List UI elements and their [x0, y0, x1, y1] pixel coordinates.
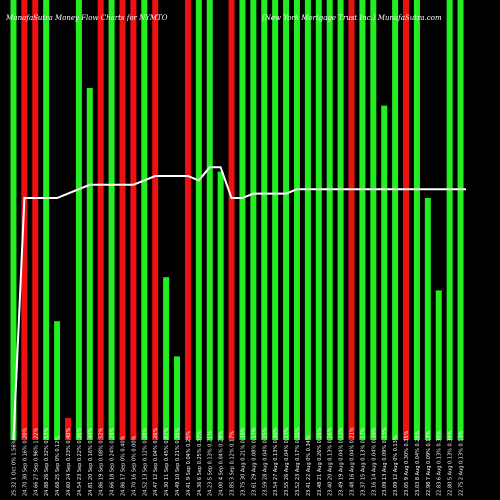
x-tick-label: 23.05 9 Aug 0.30% 0.35% — [404, 430, 410, 496]
bar — [413, 0, 420, 440]
x-tick-label: 24.81 20 Sep 0.16% 0.44% — [88, 428, 94, 496]
x-tick-label: 23.48 16 Aug 0.04% 0.21% — [350, 427, 356, 496]
bar — [435, 290, 442, 440]
chart-subtitle: (New York Mortgage Trust Inc.) MunafaSut… — [262, 14, 442, 22]
bar — [239, 0, 246, 440]
bar — [293, 0, 300, 440]
bar — [141, 0, 148, 440]
bar — [206, 0, 213, 440]
bar — [250, 0, 257, 440]
x-tick-label: 22.75 2 Aug 0.13% 0.13% — [459, 430, 465, 496]
x-tick-label: 23.48 21 Aug 0.26% 0.26% — [317, 427, 323, 496]
bar — [392, 0, 399, 440]
bar — [195, 0, 202, 440]
x-tick-label: 24.68 25 Sep 0% 0.12% — [55, 435, 61, 496]
x-tick-label: 23.41 22 Aug 0% 0.34% — [306, 435, 312, 496]
bar — [272, 0, 279, 440]
bar — [10, 0, 17, 440]
x-tick-label: 24.49 10 Sep 0.21% 0.39% — [175, 428, 181, 496]
bar — [97, 0, 104, 440]
bar — [43, 0, 50, 440]
x-tick-label: 23.59 28 Aug 0.04% 0.25% — [262, 427, 268, 496]
x-tick-label: 23.09 12 Aug 0% 0.13% — [393, 435, 399, 496]
x-tick-label: 23.49 19 Aug 0.04% 0.13% — [339, 427, 345, 496]
bar — [370, 0, 377, 440]
x-tick-label: 24.88 26 Sep 0.32% 0.53% — [44, 428, 50, 496]
x-tick-label: 24.47 12 Sep 0.04% 0.26% — [153, 428, 159, 496]
x-tick-label: 24.70 16 Sep 0% 0.00% — [131, 435, 137, 496]
x-tick-label: 23.52 23 Aug 0.17% 0.30% — [295, 427, 301, 496]
money-flow-line — [12, 166, 466, 441]
bar — [75, 0, 82, 440]
x-tick-label: 23.54 27 Aug 0.13% 0.30% — [273, 427, 279, 496]
x-tick-label: 24.70 30 Sep 0.16% 0.20% — [22, 428, 28, 496]
bar — [184, 0, 191, 440]
x-tick-label: 23.37 15 Aug 0.13% 0.17% — [360, 427, 366, 496]
bar — [86, 88, 93, 440]
bar — [217, 171, 224, 440]
x-tick-label: 24.86 19 Sep 0.08% 0.52% — [99, 428, 105, 496]
x-tick-label: 25.32 1 Oct 0% 1.56% — [11, 439, 17, 496]
x-tick-label: 24.86 17 Sep 0% 0.40% — [121, 435, 127, 496]
x-tick-label: 23.85 3 Sep 0.12% 0.17% — [230, 431, 236, 496]
chart-title: MunafaSutra Money Flow Charts for NYMTO — [6, 14, 168, 22]
x-tick-label: 24.23 5 Sep 0.13% 0.21% — [208, 431, 214, 496]
x-tick-label: 24.41 9 Sep 0.04% 0.25% — [186, 431, 192, 496]
x-tick-label: 23.75 30 Aug 0.21% 0.38% — [240, 427, 246, 496]
x-tick-label: 24.52 13 Sep 0.12% 0.20% — [142, 428, 148, 496]
bar — [130, 0, 137, 440]
bars-group — [10, 0, 464, 440]
bar — [457, 0, 464, 440]
x-tick-label: 23.09 13 Aug 0.09% 0.13% — [382, 427, 388, 496]
bar — [283, 0, 290, 440]
bar — [119, 0, 126, 440]
x-tick-label: 23.16 14 Aug 0.04% 0.30% — [371, 427, 377, 496]
x-tick-label: 23.55 26 Aug 0.04% 0.13% — [284, 427, 290, 496]
x-tick-label: 24.66 18 Sep 0.24% 0.24% — [110, 428, 116, 496]
x-tick-label: 23.61 29 Aug 0.08% 0.17% — [251, 427, 257, 496]
bar — [108, 0, 115, 440]
x-tick-label: 24.66 27 Sep 0.96% 1.22% — [33, 428, 39, 496]
bar — [54, 321, 61, 440]
bar — [174, 356, 181, 440]
bar — [64, 418, 71, 440]
x-tick-label: 24.54 23 Sep 0.22% 0.36% — [77, 428, 83, 496]
x-tick-label: 24.36 6 Sep 0.25% 0.37% — [197, 431, 203, 496]
x-tick-label: 22.80 5 Aug 0.13% 0.39% — [448, 430, 454, 496]
x-tick-label: 24.00 4 Sep 0.04% 0.29% — [219, 431, 225, 496]
bar — [381, 105, 388, 440]
bar — [228, 0, 235, 440]
x-tick-label: 22.98 7 Aug 0.09% 0.13% — [426, 430, 432, 496]
bar — [32, 0, 39, 440]
x-tick-label: 24.60 24 Sep 0.23% 0.40% — [66, 428, 72, 496]
bar — [446, 0, 453, 440]
x-tick-label: 23.40 20 Aug 0.13% 0.26% — [328, 427, 334, 496]
bar — [424, 198, 431, 440]
bar — [359, 0, 366, 440]
x-tick-label: 24.30 11 Sep 0.45% 0.62% — [164, 428, 170, 496]
bar — [348, 0, 355, 440]
bar — [337, 0, 344, 440]
x-tick-label: 23.03 8 Aug 0.04% 0.26% — [415, 430, 421, 496]
bar — [315, 0, 322, 440]
bar — [304, 0, 311, 440]
x-tick-label: 22.83 6 Aug 0.13% 0.30% — [437, 430, 443, 496]
bar — [152, 0, 159, 440]
x-labels-group: 25.32 1 Oct 0% 1.56% 24.70 30 Sep 0.16% 0… — [11, 427, 464, 496]
bar — [163, 277, 170, 440]
bar — [261, 0, 268, 440]
bar — [403, 0, 410, 440]
bar — [326, 0, 333, 440]
